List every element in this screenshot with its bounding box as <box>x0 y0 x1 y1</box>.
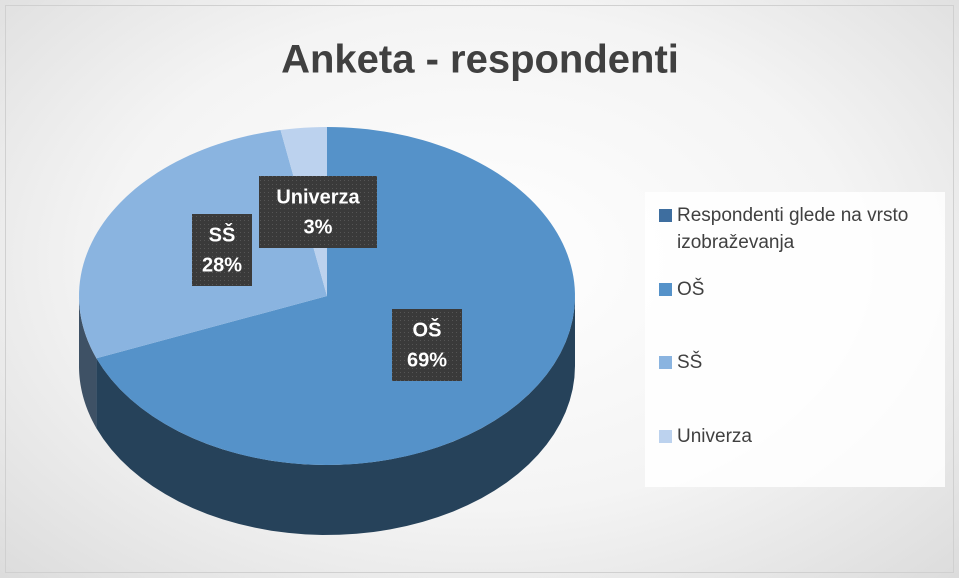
data-label-category: Univerza <box>276 186 360 208</box>
legend-entry: SŠ <box>659 349 944 376</box>
data-label-value: 3% <box>304 216 333 238</box>
legend-label: SŠ <box>677 352 703 373</box>
legend-swatch <box>659 283 672 296</box>
data-label-box <box>259 176 377 248</box>
data-label-box <box>192 214 252 286</box>
legend-entry: Univerza <box>659 423 944 450</box>
data-label-box <box>392 309 462 381</box>
legend-swatch <box>659 209 672 222</box>
legend: Respondenti glede na vrsto izobraževanja… <box>645 192 945 487</box>
legend-swatch <box>659 356 672 369</box>
data-label-value: 69% <box>407 349 447 371</box>
data-label-value: 28% <box>202 254 242 276</box>
legend-label: OŠ <box>677 279 705 300</box>
legend-label: Univerza <box>677 426 752 447</box>
legend-label: Respondenti glede na vrsto izobraževanja <box>677 205 909 253</box>
data-label-category: SŠ <box>209 222 236 246</box>
legend-entry: OŠ <box>659 276 944 303</box>
pie-side <box>79 296 97 429</box>
chart-border <box>5 5 954 573</box>
pie-side <box>96 296 575 535</box>
legend-entry: Respondenti glede na vrsto izobraževanja <box>659 202 944 256</box>
data-label-category: OŠ <box>413 317 442 341</box>
chart-title: Anketa - respondenti <box>281 38 679 82</box>
legend-swatch <box>659 430 672 443</box>
